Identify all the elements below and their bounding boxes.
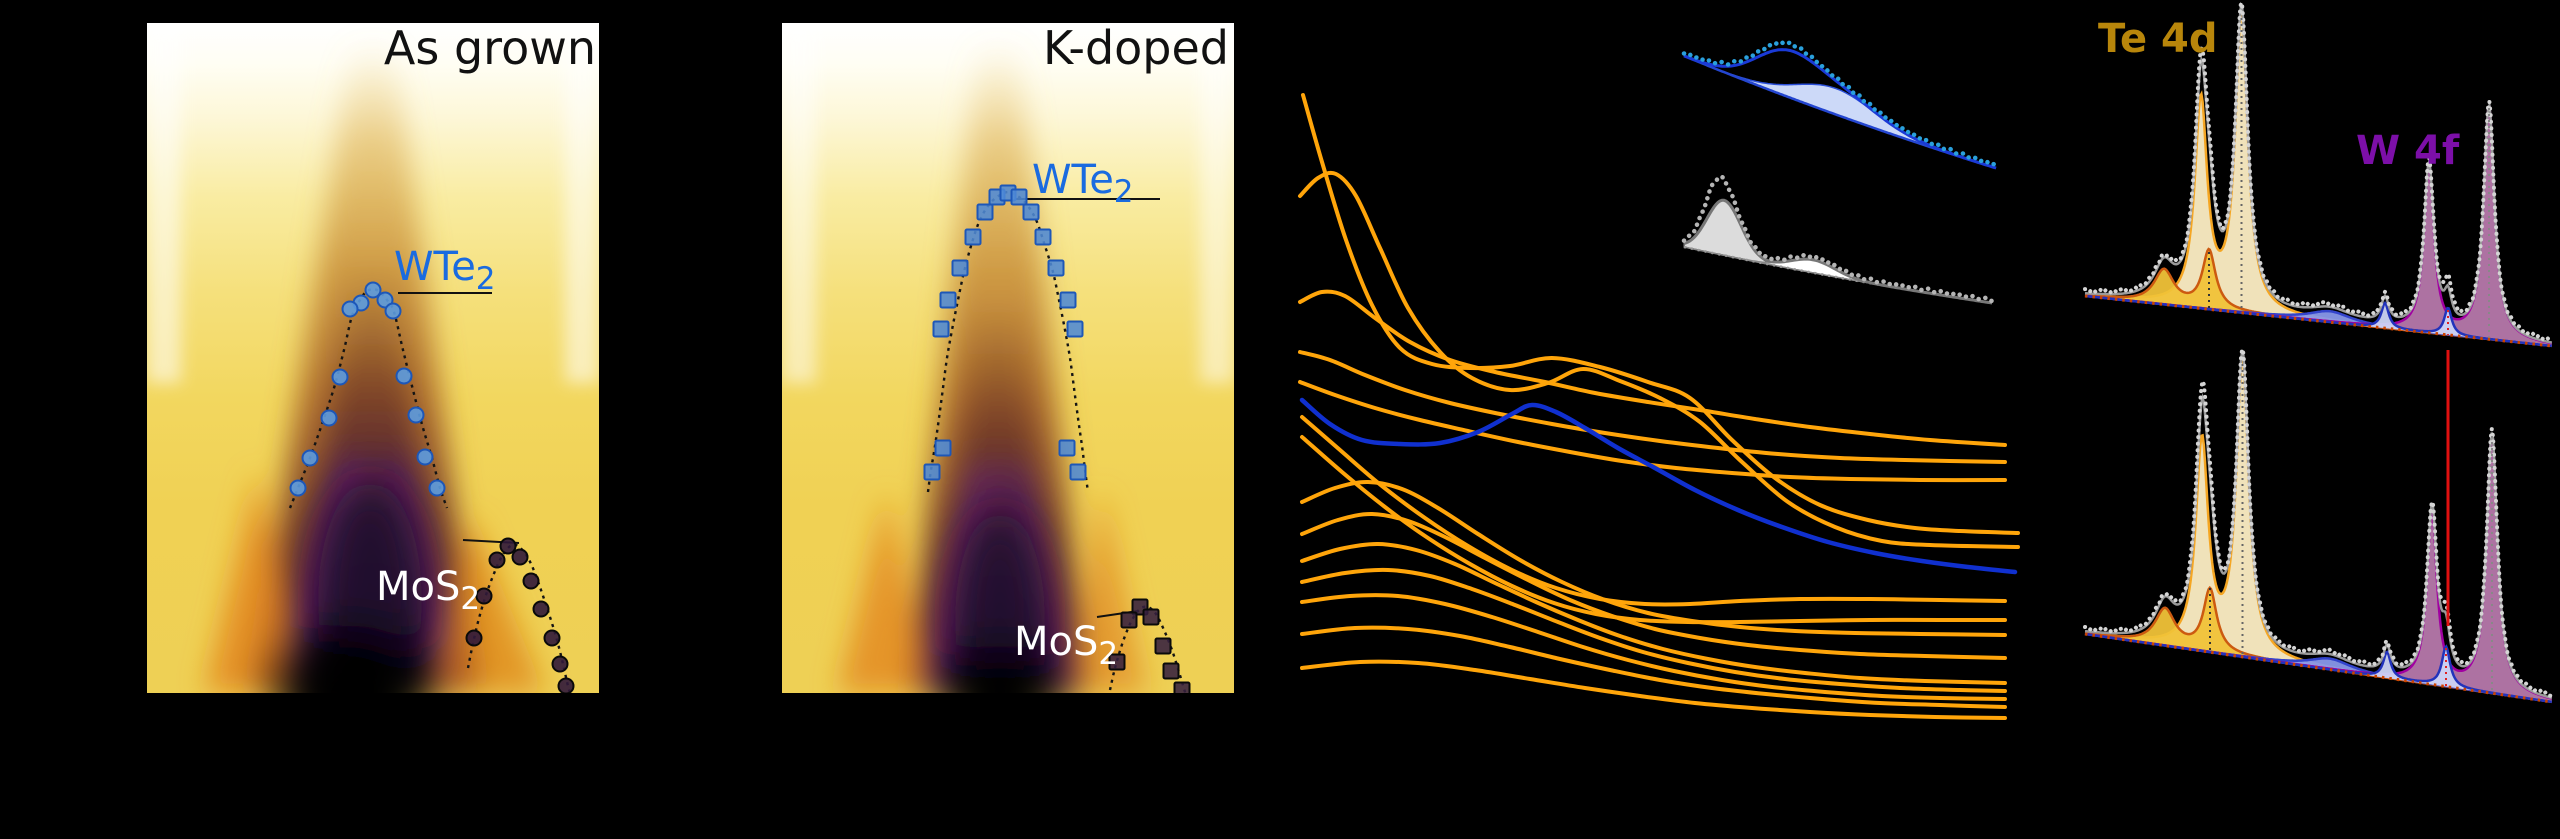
edc-12: [1300, 567, 2007, 693]
band-marker: [532, 600, 550, 618]
wte2-label-a: WTe2: [394, 244, 496, 297]
band-marker: [499, 537, 517, 555]
panel-a-overlays: [288, 281, 575, 693]
band-marker: [364, 281, 382, 299]
band-marker: [1058, 439, 1076, 457]
band-marker: [1066, 320, 1084, 338]
fit-component: [1683, 55, 1997, 169]
band-marker: [1010, 188, 1028, 206]
heatmap-edge-fade: [147, 23, 599, 383]
band-marker: [1108, 653, 1126, 671]
wte2-label-b: WTe2: [1032, 157, 1134, 210]
xps-component-fill-Te4d-interface: [2085, 587, 2552, 702]
te4d-label: Te 4d: [2098, 16, 2218, 62]
arpes-panel-as-grown: [147, 23, 599, 693]
band-marker: [384, 302, 402, 320]
band-marker: [301, 449, 319, 467]
band-marker: [475, 587, 493, 605]
panel-b-title: K-doped: [1043, 21, 1229, 75]
edc-05: [1298, 380, 2007, 483]
band-marker: [522, 572, 540, 590]
band-marker: [488, 551, 506, 569]
band-marker: [289, 479, 307, 497]
band-marker: [543, 629, 561, 647]
band-marker: [934, 439, 952, 457]
heatmap-dark-core: [277, 480, 427, 693]
xps-k-doped: [2083, 348, 2554, 704]
xps-data-points: [2083, 1, 2554, 343]
w4f-label: W 4f: [2356, 128, 2460, 174]
band-marker: [1069, 463, 1087, 481]
band-marker: [407, 406, 425, 424]
band-marker: [1022, 203, 1040, 221]
xps-component-fill-W4f-main: [2085, 106, 2552, 346]
xps-envelope: [2084, 350, 2553, 700]
band-marker: [551, 655, 569, 673]
band-marker: [395, 367, 413, 385]
band-marker: [331, 368, 349, 386]
mos2-label-b: MoS2: [1014, 619, 1118, 672]
band-marker: [1173, 681, 1191, 693]
mos2-label-a: MoS2: [376, 564, 480, 617]
band-marker: [1059, 291, 1077, 309]
band-marker: [939, 291, 957, 309]
xps-component-fill-Te4d-main: [2085, 11, 2552, 346]
band-marker: [976, 203, 994, 221]
heatmap-dark-core: [942, 510, 1058, 693]
band-marker: [1120, 611, 1138, 629]
arpes-panel-k-doped: [782, 23, 1234, 693]
edc-15: [1300, 659, 2007, 720]
panel-a-title: As grown: [384, 21, 596, 75]
fit-data-points: [1681, 39, 1999, 168]
fit-envelope: [1683, 198, 1993, 305]
xps-as-grown: [2083, 1, 2554, 348]
band-marker: [1154, 637, 1172, 655]
edc-fit-as-grown: [1681, 174, 1995, 305]
edc-09: [1300, 479, 2007, 637]
band-marker: [557, 677, 575, 693]
edc-01: [1301, 93, 2020, 535]
xps-panel: [2083, 1, 2554, 704]
edc-10: [1300, 511, 2007, 660]
xps-data-points: [2083, 348, 2554, 698]
band-marker: [923, 463, 941, 481]
band-marker: [428, 479, 446, 497]
band-marker: [465, 629, 483, 647]
panel-b-overlays: [923, 184, 1191, 693]
edc-03: [1298, 289, 2007, 447]
band-marker: [964, 228, 982, 246]
fit-data-points: [1681, 174, 1995, 304]
band-marker: [932, 320, 950, 338]
edc-waterfall-panel: [1298, 39, 2020, 720]
edc-14: [1300, 625, 2007, 709]
band-marker: [320, 409, 338, 427]
edc-02: [1298, 170, 2020, 549]
band-marker: [1047, 259, 1065, 277]
xps-envelope: [2084, 1, 2553, 344]
band-marker: [1142, 608, 1160, 626]
xps-baseline: [2084, 294, 2553, 348]
band-fit-curve: [926, 190, 1090, 493]
edc-13: [1300, 593, 2007, 701]
band-marker: [951, 259, 969, 277]
fit-component: [1683, 199, 1993, 304]
band-marker: [1034, 228, 1052, 246]
edc-fit-k-doped: [1681, 39, 1999, 170]
edc-06-highlight: [1299, 397, 2018, 575]
band-marker: [341, 300, 359, 318]
xps-component-fill-W4f-main: [2085, 433, 2552, 702]
xps-component-fill-Te4d-interface: [2085, 249, 2552, 346]
heatmap-edge-fade: [782, 23, 1234, 383]
band-marker: [511, 548, 529, 566]
xps-component-line-W4f-minor: [2084, 632, 2553, 704]
band-marker: [416, 448, 434, 466]
band-marker: [1162, 662, 1180, 680]
edc-11: [1300, 541, 2007, 685]
